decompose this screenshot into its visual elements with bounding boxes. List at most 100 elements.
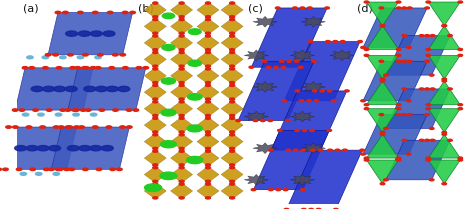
Polygon shape <box>386 36 450 75</box>
Circle shape <box>458 48 463 50</box>
Circle shape <box>99 109 105 111</box>
Circle shape <box>285 120 290 122</box>
Circle shape <box>286 149 291 151</box>
Polygon shape <box>286 150 362 209</box>
Circle shape <box>153 197 158 199</box>
Text: (d): (d) <box>357 3 373 13</box>
Circle shape <box>77 56 83 59</box>
Circle shape <box>408 114 412 116</box>
Circle shape <box>108 11 113 14</box>
Circle shape <box>402 88 407 90</box>
Circle shape <box>229 180 235 182</box>
Circle shape <box>442 131 447 133</box>
Circle shape <box>73 113 79 116</box>
Polygon shape <box>363 8 427 47</box>
Circle shape <box>161 141 176 148</box>
Circle shape <box>179 150 184 152</box>
Polygon shape <box>48 13 133 55</box>
Polygon shape <box>197 134 219 150</box>
Circle shape <box>205 84 210 87</box>
Circle shape <box>458 108 463 110</box>
Circle shape <box>442 25 447 27</box>
Circle shape <box>312 90 317 92</box>
Circle shape <box>379 60 383 62</box>
Circle shape <box>81 109 86 111</box>
Circle shape <box>307 100 311 102</box>
Circle shape <box>153 82 158 84</box>
Circle shape <box>120 126 125 128</box>
Circle shape <box>309 208 313 209</box>
Circle shape <box>301 208 306 209</box>
Circle shape <box>361 46 365 48</box>
Circle shape <box>402 35 407 37</box>
Polygon shape <box>386 89 450 129</box>
Circle shape <box>112 54 118 56</box>
Circle shape <box>205 180 210 182</box>
Polygon shape <box>171 84 192 100</box>
Circle shape <box>430 35 435 37</box>
Circle shape <box>205 65 210 67</box>
Circle shape <box>153 164 158 166</box>
Circle shape <box>49 145 61 151</box>
Circle shape <box>205 18 210 21</box>
Circle shape <box>153 115 158 117</box>
Circle shape <box>320 90 324 92</box>
Circle shape <box>69 168 74 171</box>
Circle shape <box>361 153 365 155</box>
Circle shape <box>402 114 407 116</box>
Circle shape <box>120 54 126 56</box>
Circle shape <box>205 2 210 4</box>
Circle shape <box>12 109 18 111</box>
Circle shape <box>380 25 385 27</box>
Circle shape <box>229 101 235 103</box>
Circle shape <box>90 145 102 151</box>
Polygon shape <box>253 17 277 27</box>
Circle shape <box>82 168 88 171</box>
Circle shape <box>95 56 101 59</box>
Circle shape <box>3 168 8 171</box>
Circle shape <box>153 68 158 70</box>
Polygon shape <box>428 160 460 184</box>
Circle shape <box>205 98 210 100</box>
Circle shape <box>261 120 265 122</box>
Circle shape <box>302 129 307 131</box>
Polygon shape <box>171 68 192 84</box>
Circle shape <box>236 120 240 122</box>
Circle shape <box>153 180 158 182</box>
Circle shape <box>72 109 77 111</box>
Circle shape <box>130 11 136 14</box>
Circle shape <box>229 117 235 119</box>
Circle shape <box>380 80 385 82</box>
Circle shape <box>205 82 210 84</box>
Circle shape <box>429 74 434 76</box>
Circle shape <box>205 164 210 166</box>
Circle shape <box>13 126 18 128</box>
Polygon shape <box>428 26 460 50</box>
Circle shape <box>425 88 429 90</box>
Polygon shape <box>171 150 192 166</box>
Circle shape <box>229 51 235 54</box>
Circle shape <box>161 109 176 116</box>
Circle shape <box>38 113 44 116</box>
Circle shape <box>179 65 184 67</box>
Circle shape <box>153 35 158 37</box>
Circle shape <box>331 100 336 102</box>
Polygon shape <box>301 143 326 154</box>
Polygon shape <box>366 2 399 26</box>
Circle shape <box>153 51 158 54</box>
Circle shape <box>162 78 175 84</box>
Polygon shape <box>144 51 166 68</box>
Circle shape <box>379 7 383 9</box>
Circle shape <box>205 101 210 103</box>
Circle shape <box>442 183 447 185</box>
Polygon shape <box>171 2 192 18</box>
Circle shape <box>96 168 102 171</box>
Circle shape <box>179 18 184 21</box>
Circle shape <box>229 150 235 152</box>
Circle shape <box>300 7 305 9</box>
Circle shape <box>46 109 52 111</box>
Polygon shape <box>221 101 243 117</box>
Circle shape <box>179 84 184 87</box>
Circle shape <box>92 126 98 128</box>
Circle shape <box>229 35 235 37</box>
